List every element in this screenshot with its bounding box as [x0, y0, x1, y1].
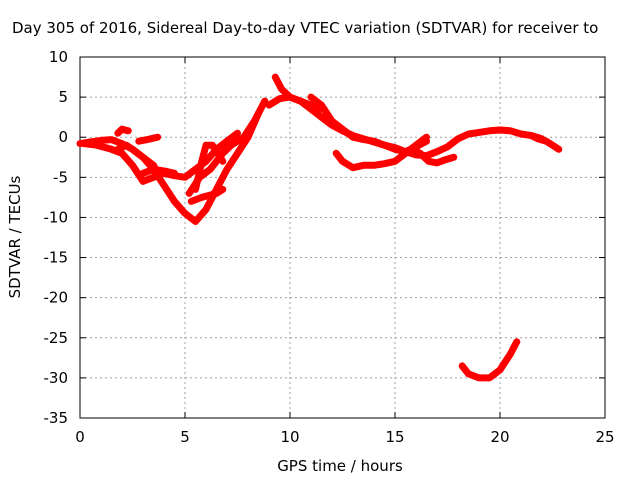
y-tick-label: 0 — [58, 128, 68, 146]
grid-layer — [80, 57, 605, 418]
series-arc-8 — [192, 141, 227, 193]
series-arc-6 — [139, 165, 178, 177]
series-arc-9 — [187, 185, 227, 205]
plot-frame — [79, 56, 606, 419]
series-arc-14 — [408, 145, 458, 167]
x-axis-title: GPS time / hours — [277, 457, 403, 475]
x-tick-label: 10 — [280, 428, 299, 446]
series-arc-15 — [528, 132, 563, 153]
x-tick-label: 0 — [75, 428, 85, 446]
y-axis-title: SDTVAR / TECUs — [6, 175, 24, 298]
y-tick-label: 5 — [58, 88, 68, 106]
y-tick-label: -10 — [44, 208, 69, 226]
series-arc-4 — [114, 125, 132, 137]
series-arc-10 — [271, 73, 546, 160]
y-tick-label: -25 — [44, 329, 69, 347]
ticks-layer: 0 5 10 15 20 25 10 5 0 -5 -10 -15 -20 -25 -30 -35 — [44, 48, 615, 446]
y-tick-label: -35 — [44, 409, 69, 427]
y-tick-label: -20 — [44, 289, 69, 307]
series-arc-11 — [265, 93, 325, 113]
y-tick-label: -30 — [44, 369, 69, 387]
x-tick-label: 20 — [490, 428, 509, 446]
y-tick-label: -15 — [44, 249, 69, 267]
x-tick-label: 5 — [180, 428, 190, 446]
y-tick-label: -5 — [53, 168, 68, 186]
chart-title: Day 305 of 2016, Sidereal Day-to-day VTE… — [12, 19, 598, 37]
series-arc-3 — [114, 109, 262, 225]
y-tick-label: 10 — [49, 48, 68, 66]
series-arc-16 — [458, 338, 521, 382]
x-tick-label: 15 — [385, 428, 404, 446]
series-arc-5 — [135, 133, 162, 145]
series-layer — [76, 73, 563, 382]
x-tick-label: 25 — [595, 428, 614, 446]
